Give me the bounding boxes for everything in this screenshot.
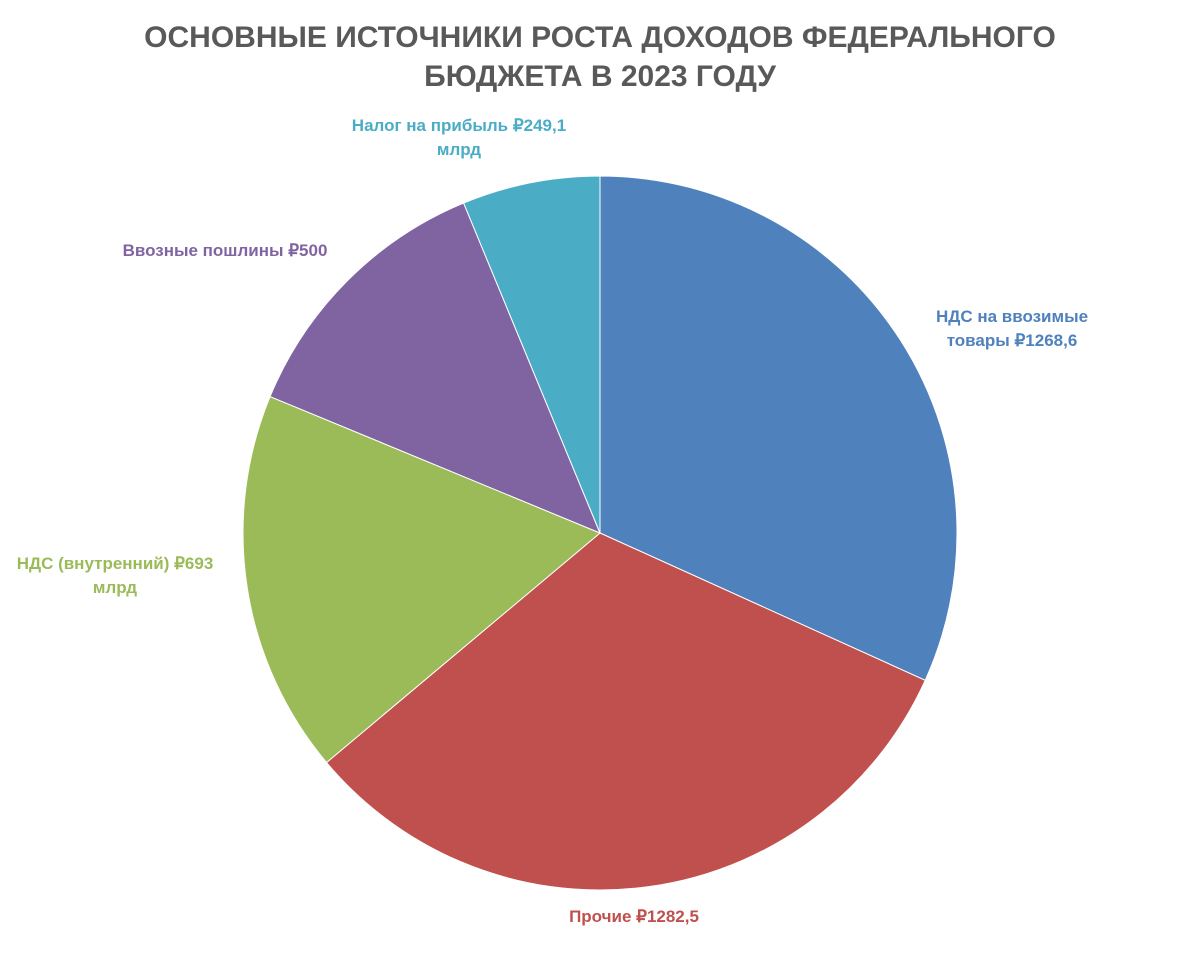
slice-labels: НДС на ввозимые товары ₽1268,6 Прочие ₽128… (17, 116, 1088, 926)
slice-label-4-line-1: Ввозные пошлины ₽500 (123, 241, 328, 260)
pie-slice-2 (325, 532, 926, 891)
pie-slice-3 (242, 395, 601, 764)
pie-slice-1 (599, 175, 958, 681)
slice-label-2: Прочие ₽1282,5 (569, 907, 699, 926)
slice-label-4: Ввозные пошлины ₽500 (123, 241, 328, 260)
slice-label-1: НДС на ввозимые товары ₽1268,6 (936, 307, 1088, 350)
chart-title-line-1: ОСНОВНЫЕ ИСТОЧНИКИ РОСТА ДОХОДОВ ФЕДЕРАЛ… (144, 21, 1056, 54)
slice-label-5-line-2: млрд (437, 140, 481, 159)
pie-slice-4 (269, 202, 601, 534)
slice-label-3: НДС (внутренний) ₽693 млрд (17, 554, 214, 597)
slice-label-5-line-1: Налог на прибыль ₽249,1 (352, 116, 566, 135)
chart-title-line-2: БЮДЖЕТА В 2023 ГОДУ (424, 60, 776, 93)
pie-slices (242, 175, 958, 891)
slice-label-2-line-1: Прочие ₽1282,5 (569, 907, 699, 926)
pie-slice-5 (462, 175, 601, 534)
slice-label-3-line-2: млрд (93, 578, 137, 597)
slice-label-5: Налог на прибыль ₽249,1 млрд (352, 116, 566, 159)
slice-label-3-line-1: НДС (внутренний) ₽693 (17, 554, 214, 573)
slice-label-1-line-2: товары ₽1268,6 (947, 331, 1078, 350)
slice-label-1-line-1: НДС на ввозимые (936, 307, 1088, 326)
